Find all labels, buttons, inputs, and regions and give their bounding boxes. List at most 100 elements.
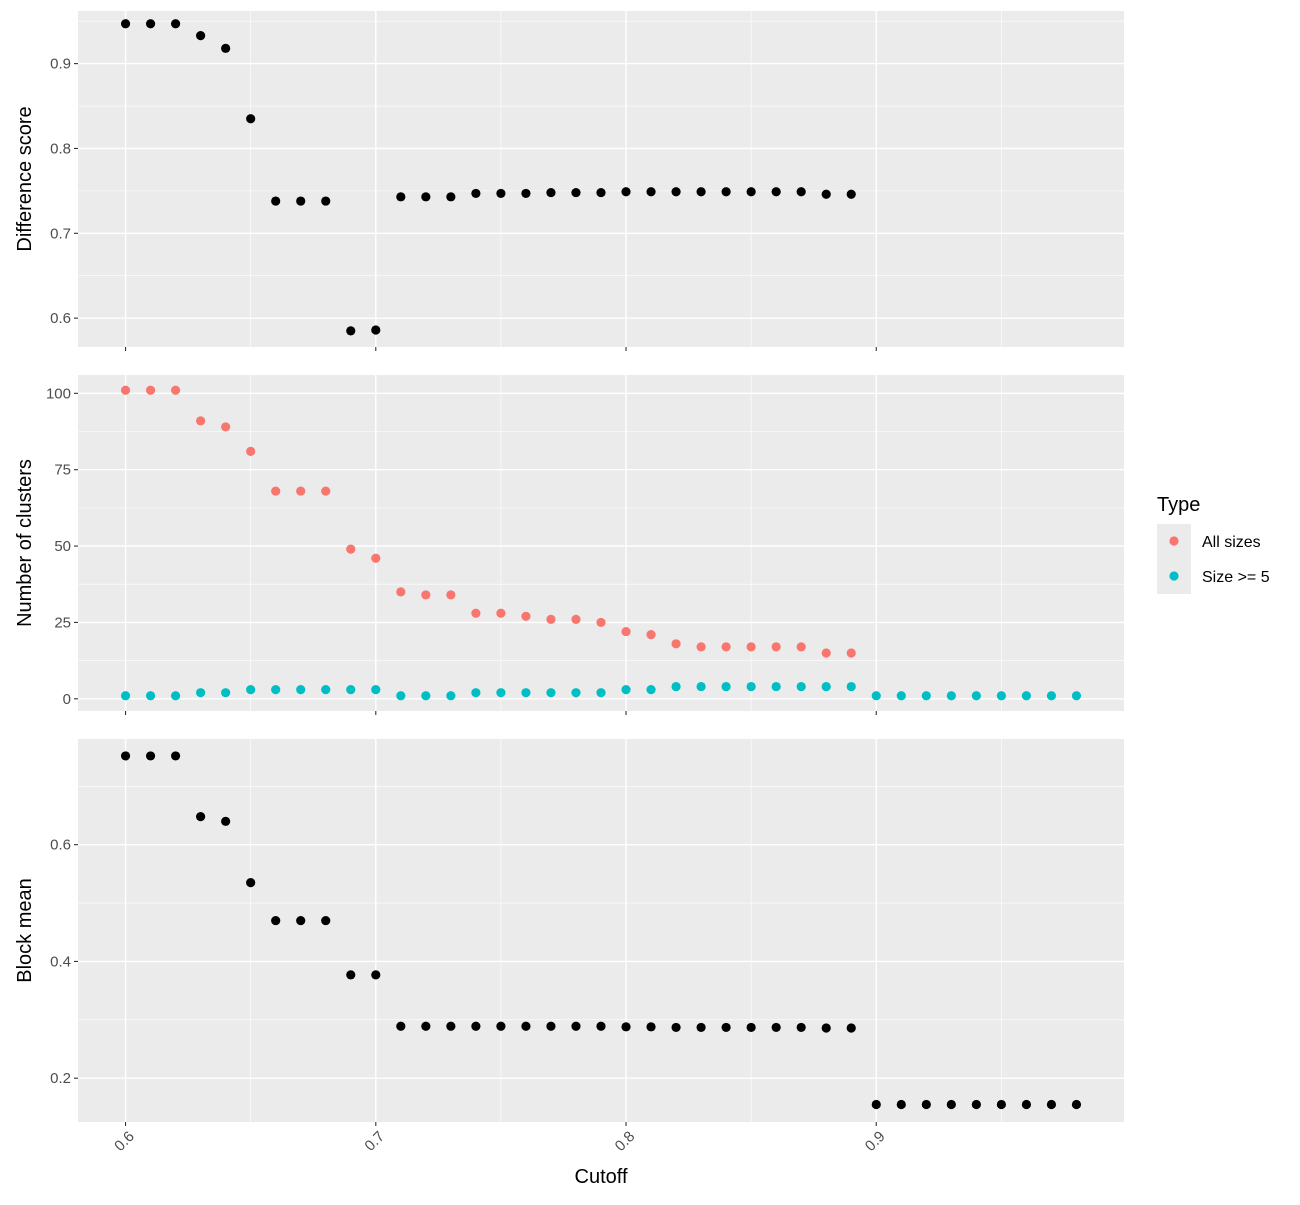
data-point bbox=[271, 685, 281, 695]
data-point bbox=[921, 1099, 931, 1110]
data-point bbox=[621, 1022, 631, 1032]
y-tick-label: 0.9 bbox=[50, 56, 71, 73]
data-point bbox=[846, 1023, 856, 1033]
data-point bbox=[170, 751, 181, 761]
data-point bbox=[271, 196, 281, 206]
y-tick-label: 0 bbox=[63, 691, 71, 708]
data-point bbox=[896, 1099, 906, 1110]
x-tick-label: 0.9 bbox=[862, 1128, 889, 1155]
data-point bbox=[145, 751, 156, 761]
x-tick-label: 0.6 bbox=[111, 1128, 138, 1155]
data-point bbox=[346, 544, 356, 554]
data-point bbox=[621, 187, 631, 197]
data-point bbox=[246, 114, 256, 124]
data-point bbox=[496, 688, 506, 698]
data-point bbox=[646, 187, 656, 197]
legend: Type All sizes Size >= 5 bbox=[1157, 494, 1270, 594]
data-point bbox=[221, 43, 231, 53]
data-point bbox=[371, 325, 381, 335]
data-point bbox=[721, 187, 731, 197]
y-tick-label: 75 bbox=[54, 462, 71, 479]
data-point bbox=[921, 691, 931, 701]
data-point bbox=[471, 188, 481, 199]
y-tick-label: 0.6 bbox=[50, 310, 71, 327]
data-point bbox=[471, 1021, 481, 1031]
data-point bbox=[596, 187, 606, 198]
data-point bbox=[346, 685, 356, 695]
data-point bbox=[1021, 1099, 1032, 1110]
data-point bbox=[696, 1022, 706, 1033]
series-points bbox=[120, 751, 1082, 1110]
data-point bbox=[296, 196, 306, 206]
data-point bbox=[946, 691, 956, 701]
data-point bbox=[746, 642, 756, 652]
data-point bbox=[521, 688, 531, 698]
data-point bbox=[546, 688, 556, 698]
legend-key-size-ge-5 bbox=[1169, 571, 1179, 581]
data-point bbox=[796, 681, 806, 692]
data-point bbox=[145, 19, 156, 29]
data-point bbox=[621, 626, 631, 637]
data-point bbox=[546, 1021, 556, 1031]
data-point bbox=[196, 416, 206, 426]
data-point bbox=[821, 1023, 831, 1033]
data-point bbox=[571, 688, 581, 698]
data-point bbox=[721, 1022, 731, 1033]
data-point bbox=[145, 691, 156, 701]
data-point bbox=[471, 688, 481, 698]
legend-label-all-sizes: All sizes bbox=[1202, 534, 1261, 551]
data-point bbox=[1046, 1099, 1057, 1110]
data-point bbox=[221, 422, 231, 432]
data-point bbox=[120, 691, 131, 701]
data-point bbox=[170, 19, 181, 29]
data-point bbox=[821, 681, 831, 692]
data-point bbox=[1071, 1099, 1082, 1110]
data-point bbox=[871, 691, 881, 701]
data-point bbox=[546, 614, 556, 624]
data-point bbox=[396, 192, 406, 202]
data-point bbox=[821, 648, 831, 658]
data-point bbox=[521, 611, 531, 621]
data-point bbox=[996, 1099, 1006, 1110]
data-point bbox=[246, 446, 256, 456]
data-point bbox=[871, 1099, 881, 1110]
data-point bbox=[896, 691, 906, 701]
data-point bbox=[421, 590, 431, 600]
data-point bbox=[521, 188, 531, 199]
panels-layer: 0.6 0.7 0.8 0.9 Difference score 0 25 50 75 100 Nu… bbox=[14, 11, 1124, 1155]
y-tick-label: 50 bbox=[54, 538, 71, 555]
data-point bbox=[771, 187, 781, 197]
data-point bbox=[346, 326, 356, 336]
data-point bbox=[971, 691, 981, 701]
data-point bbox=[496, 1021, 506, 1031]
data-point bbox=[596, 1021, 606, 1031]
panel-blockmean: 0.2 0.4 0.6 0.6 0.7 0.8 0.9 Block mean bbox=[14, 739, 1124, 1155]
data-point bbox=[120, 385, 131, 395]
data-point bbox=[646, 630, 656, 640]
data-point bbox=[271, 486, 281, 496]
data-point bbox=[696, 642, 706, 652]
data-point bbox=[771, 642, 781, 652]
legend-title: Type bbox=[1157, 494, 1200, 516]
data-point bbox=[496, 188, 506, 199]
data-point bbox=[1046, 691, 1057, 701]
data-point bbox=[196, 812, 206, 822]
data-point bbox=[521, 1021, 531, 1031]
y-tick-label: 100 bbox=[46, 385, 71, 402]
data-point bbox=[120, 19, 131, 29]
data-point bbox=[321, 915, 331, 926]
data-point bbox=[446, 192, 456, 202]
data-point bbox=[421, 691, 431, 701]
data-point bbox=[371, 553, 381, 563]
series-all-sizes bbox=[120, 385, 856, 658]
data-point bbox=[196, 688, 206, 698]
y-tick-label: 25 bbox=[54, 614, 71, 631]
panel-clusters: 0 25 50 75 100 Number of clusters bbox=[14, 375, 1124, 715]
data-point bbox=[846, 681, 856, 692]
data-point bbox=[846, 648, 856, 658]
data-point bbox=[321, 486, 331, 496]
data-point bbox=[421, 192, 431, 202]
data-point bbox=[145, 385, 156, 395]
data-point bbox=[170, 385, 181, 395]
